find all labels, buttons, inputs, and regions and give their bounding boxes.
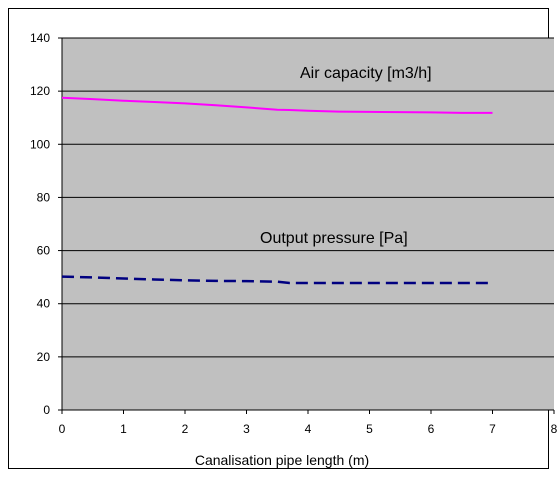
series-label-output-pressure: Output pressure [Pa] xyxy=(260,230,408,247)
x-tick-labels: 0 1 2 3 4 5 6 7 8 xyxy=(59,422,557,436)
y-tick-label-0: 0 xyxy=(43,403,50,417)
plot-area xyxy=(62,38,554,410)
axes xyxy=(58,37,555,414)
x-axis-label: Canalisation pipe length (m) xyxy=(195,452,369,468)
y-tick-labels: 0 20 40 60 80 100 120 140 xyxy=(30,31,50,417)
series-line-air-capacity xyxy=(61,96,493,114)
x-tick-label-2: 2 xyxy=(182,422,189,436)
x-tick-label-5: 5 xyxy=(366,422,373,436)
x-tick-label-1: 1 xyxy=(120,422,127,436)
y-tick-label-40: 40 xyxy=(37,297,51,311)
y-tick-label-100: 100 xyxy=(30,137,50,151)
x-tick-label-7: 7 xyxy=(489,422,496,436)
x-tick-label-4: 4 xyxy=(305,422,312,436)
x-tick-label-3: 3 xyxy=(243,422,250,436)
series-lines xyxy=(61,96,493,285)
x-tick-label-8: 8 xyxy=(551,422,557,436)
x-tick-label-0: 0 xyxy=(59,422,66,436)
y-tick-label-120: 120 xyxy=(30,84,50,98)
y-tick-label-60: 60 xyxy=(37,244,51,258)
gridlines xyxy=(62,37,554,358)
series-label-air-capacity: Air capacity [m3/h] xyxy=(300,65,432,82)
x-tick-label-6: 6 xyxy=(428,422,435,436)
y-tick-label-80: 80 xyxy=(37,190,51,204)
y-tick-label-20: 20 xyxy=(37,350,51,364)
series-line-output-pressure xyxy=(61,275,493,285)
y-tick-label-140: 140 xyxy=(30,31,50,45)
